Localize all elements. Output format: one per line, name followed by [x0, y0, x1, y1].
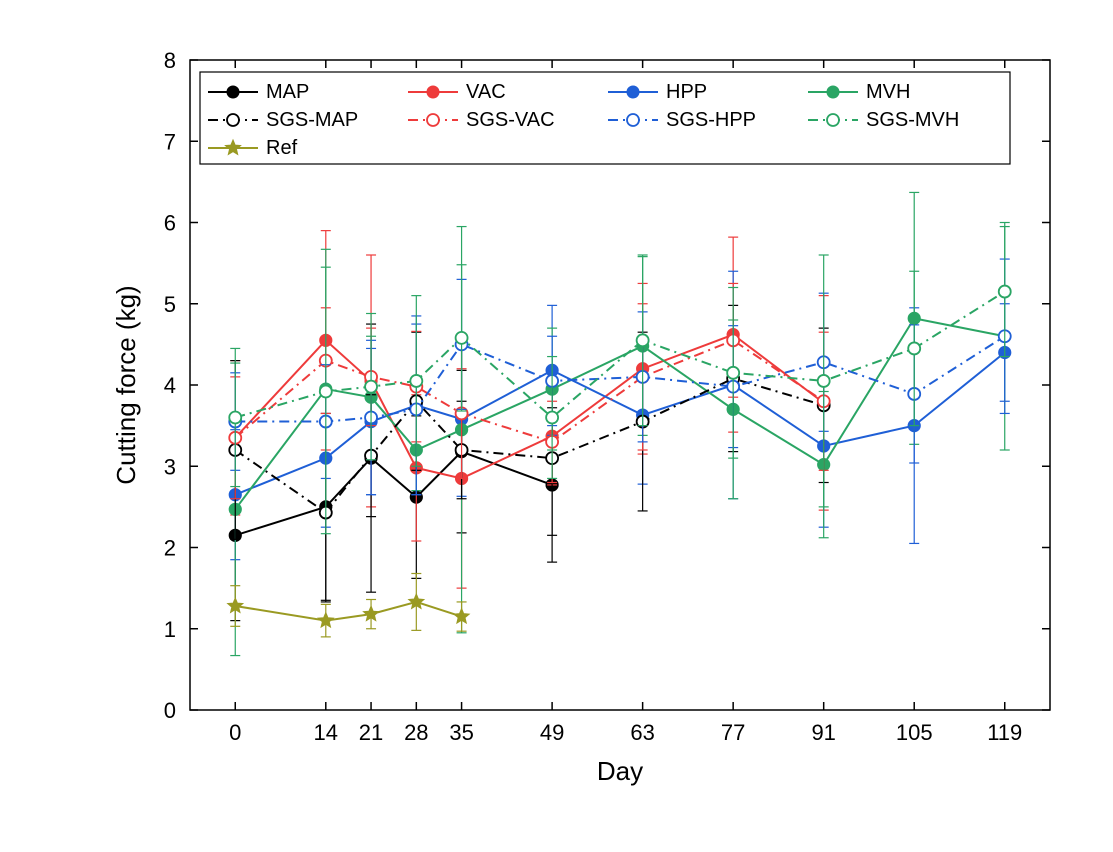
- legend-label-SGS-MVH: SGS-MVH: [866, 109, 959, 131]
- x-tick-label: 14: [314, 720, 338, 745]
- legend-label-Ref: Ref: [266, 137, 298, 159]
- legend-label-SGS-HPP: SGS-HPP: [666, 109, 756, 131]
- legend: MAP VAC HPP MVH SGS-MAP SGS-VAC SGS-HPP SGS-MVH…: [200, 72, 1010, 164]
- x-tick-label: 49: [540, 720, 564, 745]
- y-tick-label: 2: [164, 536, 176, 561]
- x-tick-label: 21: [359, 720, 383, 745]
- y-tick-label: 6: [164, 211, 176, 236]
- x-tick-label: 63: [630, 720, 654, 745]
- legend-label-MVH: MVH: [866, 81, 910, 103]
- x-tick-label: 0: [229, 720, 241, 745]
- x-tick-label: 28: [404, 720, 428, 745]
- x-tick-label: 119: [987, 720, 1022, 745]
- y-tick-label: 1: [164, 617, 176, 642]
- y-tick-label: 5: [164, 292, 176, 317]
- legend-label-SGS-MAP: SGS-MAP: [266, 109, 358, 131]
- y-tick-label: 8: [164, 48, 176, 73]
- cutting-force-chart: 0 14 21 28 35 49 63 77 91 105 119 0 1 2 3 4 5 6 7 8 Day Cutti…: [0, 0, 1113, 852]
- x-axis-label: Day: [597, 756, 643, 786]
- y-tick-label: 0: [164, 698, 176, 723]
- x-tick-label: 91: [811, 720, 835, 745]
- y-tick-label: 7: [164, 129, 176, 154]
- x-tick-label: 105: [896, 720, 933, 745]
- legend-label-VAC: VAC: [466, 81, 506, 103]
- x-tick-label: 77: [721, 720, 745, 745]
- legend-label-HPP: HPP: [666, 81, 707, 103]
- x-tick-label: 35: [449, 720, 473, 745]
- y-tick-label: 3: [164, 454, 176, 479]
- chart-container: 0 14 21 28 35 49 63 77 91 105 119 0 1 2 3 4 5 6 7 8 Day Cutti…: [0, 0, 1113, 852]
- y-axis-label: Cutting force (kg): [111, 285, 141, 484]
- y-tick-label: 4: [164, 373, 176, 398]
- legend-label-SGS-VAC: SGS-VAC: [466, 109, 555, 131]
- legend-label-MAP: MAP: [266, 81, 309, 103]
